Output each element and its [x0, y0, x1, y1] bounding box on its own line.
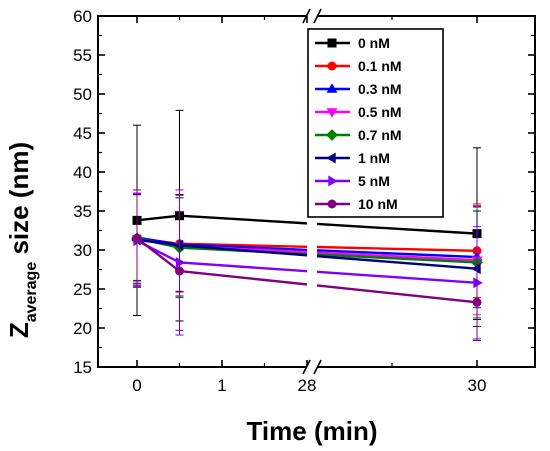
series-line — [316, 284, 478, 304]
legend-marker — [327, 38, 337, 48]
data-point — [471, 263, 481, 275]
y-tick-label: 50 — [73, 85, 92, 104]
legend-label: 10 nM — [358, 196, 398, 212]
legend-item: 0.5 nM — [315, 104, 402, 120]
y-tick-label: 60 — [73, 7, 92, 26]
y-tick-label: 40 — [73, 163, 92, 182]
series-line — [179, 269, 308, 286]
data-point — [132, 233, 142, 243]
legend-marker — [326, 83, 338, 93]
series-line — [179, 244, 308, 257]
series-line — [179, 261, 308, 273]
y-axis-title: Zaverage size (nm) — [4, 142, 40, 338]
legend-marker — [326, 108, 338, 118]
x-tick-label: 28 — [298, 376, 317, 395]
x-tick-label: 1 — [217, 376, 226, 395]
legend-item: 1 nM — [315, 150, 390, 166]
legend-marker — [326, 152, 336, 164]
series-line — [316, 253, 478, 264]
x-tick-label: 30 — [468, 376, 487, 395]
series-line — [316, 270, 478, 284]
series-line — [179, 243, 308, 252]
series-line — [316, 251, 478, 262]
legend-item: 5 nM — [315, 173, 390, 189]
legend-label: 1 nM — [358, 150, 390, 166]
x-tick-label: 0 — [132, 376, 141, 395]
axis-break-mark — [313, 359, 322, 375]
series-line — [179, 214, 308, 225]
legend-box — [307, 28, 444, 218]
series-line — [316, 245, 478, 252]
data-point — [175, 266, 184, 276]
legend-marker — [326, 129, 338, 141]
y-tick-label: 20 — [73, 319, 92, 338]
axis-break-gap — [306, 364, 318, 370]
legend-item: 0 nM — [315, 35, 390, 51]
legend-item: 0.7 nM — [315, 127, 402, 143]
series-group — [131, 109, 483, 341]
legend-marker — [327, 61, 337, 71]
axis-break-mark — [313, 8, 322, 24]
series-line — [316, 249, 478, 259]
legend-label: 0.3 nM — [358, 81, 402, 97]
legend-marker — [328, 175, 338, 187]
y-axis-title-main: Z — [4, 322, 34, 338]
series-10-nm — [132, 189, 482, 341]
legend-item: 0.3 nM — [315, 81, 402, 97]
y-axis-title-subscript: average — [23, 262, 40, 323]
legend-label: 0.5 nM — [358, 104, 402, 120]
series-line — [316, 254, 478, 270]
axis-break-gap — [306, 13, 318, 19]
y-tick-label: 55 — [73, 46, 92, 65]
legend-label: 0.1 nM — [358, 58, 402, 74]
y-tick-label: 45 — [73, 124, 92, 143]
series-line — [136, 237, 181, 273]
y-tick-label: 15 — [73, 358, 92, 377]
y-tick-label: 25 — [73, 280, 92, 299]
x-axis-title: Time (min) — [247, 416, 378, 446]
data-point — [173, 239, 184, 251]
legend-label: 0.7 nM — [358, 127, 402, 143]
y-tick-label: 35 — [73, 202, 92, 221]
legend-label: 0 nM — [358, 35, 390, 51]
y-tick-label: 30 — [73, 241, 92, 260]
legend-item: 0.1 nM — [315, 58, 402, 74]
data-point — [175, 257, 186, 268]
series-line — [316, 222, 478, 235]
data-point — [472, 297, 482, 307]
legend-label: 5 nM — [358, 173, 390, 189]
y-axis-title-rest: size (nm) — [4, 142, 34, 262]
legend-marker — [327, 199, 337, 209]
legend-item: 10 nM — [315, 196, 398, 212]
legend: 0 nM 0.1 nM 0.3 nM 0.5 nM 0.7 nM 1 nM 5 nM 10 n… — [307, 28, 444, 218]
axes: 15 20 25 30 35 40 45 50 55 60 0 1 28 30 — [73, 7, 535, 395]
data-point — [473, 277, 483, 289]
series-line — [136, 214, 180, 222]
series-line — [136, 238, 180, 247]
